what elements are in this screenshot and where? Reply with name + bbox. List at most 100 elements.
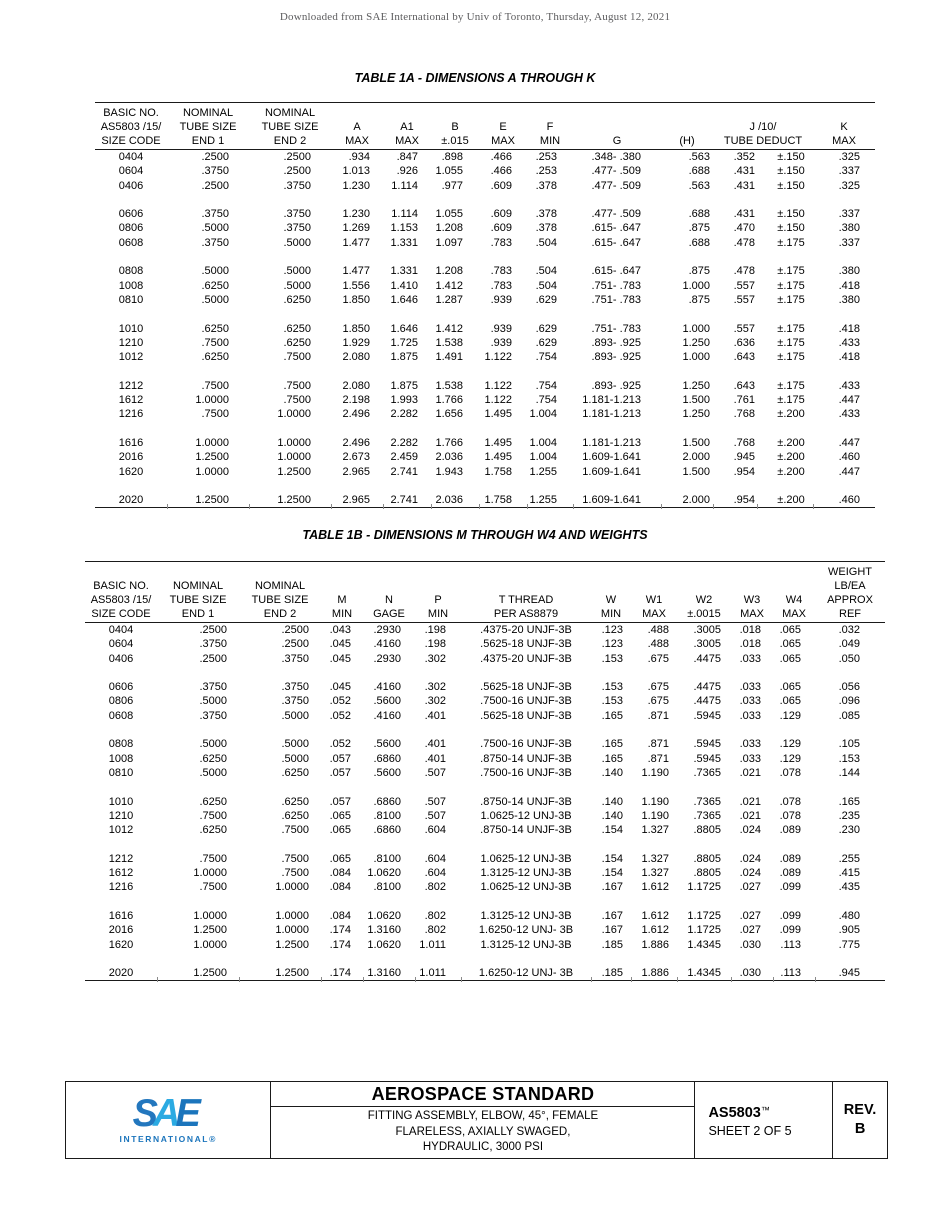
header-cell: K MAX [813,102,876,150]
table-cell: .898 [441,151,463,163]
table-cell: .2500 [281,624,309,636]
table-cell: 2.741 [390,465,418,478]
table-cell: 1212 [108,852,134,865]
table-cell: .352 [733,151,755,163]
table-cell: .129 [779,738,801,751]
table-cell: .050 [838,652,860,665]
table-row: 1210 .7500 .6250 1.929 1.725 1.538 .939 .629 .89… [95,336,875,350]
spacer [95,479,875,493]
table-cell: 1.410 [390,279,418,292]
table-cell: ±.175 [777,394,805,407]
table-row: 0606 .3750 .3750 .045 .4160 .302 .5625-18 UNJF… [85,680,885,694]
footer-title-cell: AEROSPACE STANDARD FITTING ASSEMBLY, ELB… [270,1082,695,1158]
table-cell: .604 [424,867,446,880]
table-cell: .378 [535,222,557,235]
table-cell: 1.0000 [195,436,229,449]
table-cell: 1.331 [390,265,418,278]
table-cell: 1.2500 [277,465,311,478]
table-cell: .563 [688,151,710,163]
table-cell: .5600 [373,695,401,708]
table-cell: .049 [838,638,860,651]
table-cell: .615- .647 [591,236,641,249]
table-cell: .154 [601,852,623,865]
table-cell: 1.2500 [193,924,227,937]
table-cell: 1.0000 [193,909,227,922]
table-cell: .024 [739,867,761,880]
table-cell: 0808 [108,738,134,751]
table-cell: .2930 [373,624,401,636]
table-cell: .5000 [281,752,309,765]
table-cell: .477- .509 [591,179,641,192]
table-cell: .185 [601,938,623,951]
table-cell: 1.230 [342,179,370,192]
table-cell: .875 [688,265,710,278]
table-1b-title: TABLE 1B - DIMENSIONS M THROUGH W4 AND W… [302,528,648,542]
table-cell: .6250 [199,752,227,765]
table-cell: 1.190 [641,809,669,822]
column-tick-mark [478,504,480,509]
table-cell: ±.150 [777,165,805,178]
table-cell: 1.250 [682,408,710,421]
table-cell: 1.153 [390,222,418,235]
table-cell: 1.122 [484,351,512,364]
table-cell: 1210 [108,809,134,822]
table-cell: 1.612 [641,924,669,937]
table-cell: .6250 [201,322,229,335]
spacer-row [85,723,885,737]
table-cell: .905 [838,924,860,937]
table-cell: .7500-16 UNJF-3B [480,766,572,779]
table-cell: 1.477 [342,265,370,278]
table-cell: .5625-18 UNJF-3B [480,638,572,651]
table-cell: 1.000 [682,351,710,364]
table-cell: 1.013 [342,165,370,178]
table-cell: .7500-16 UNJF-3B [480,695,572,708]
table-cell: 1.656 [435,408,463,421]
table-cell: 1.0625-12 UNJ-3B [480,881,572,894]
table-cell: .018 [739,624,761,636]
table-cell: 2.459 [390,451,418,464]
header-cell: NOMINAL TUBE SIZE END 1 [167,102,249,150]
table-cell: .945 [733,451,755,464]
table-row: 0604 .3750 .2500 .045 .4160 .198 .5625-18 UNJF… [85,637,885,651]
table-cell: .6250 [201,279,229,292]
table-cell: .065 [779,695,801,708]
table-cell: 0810 [108,766,134,779]
table-cell: 0604 [118,165,144,178]
table-row: 1010 .6250 .6250 .057 .6860 .507 .8750-14 UNJF… [85,795,885,809]
table-cell: .433 [838,336,861,349]
table-cell: .140 [601,809,623,822]
table-cell: .3750 [281,695,309,708]
table-cell: 1.004 [529,436,557,449]
table-row: 2020 1.2500 1.2500.174 1.3160 1.011 1.6250-12… [85,966,885,982]
table-cell: 1.609-1.641 [582,465,641,478]
column-tick-mark [156,977,158,982]
table-cell: .466 [490,151,512,163]
table-cell: .466 [490,165,512,178]
table-cell: .945 [815,966,885,982]
table-cell: .802 [424,909,446,922]
column-tick-mark [330,504,332,509]
revision-label: REV. [843,1102,877,1118]
table-cell: .165 [601,752,623,765]
header-cell: N GAGE [363,561,415,623]
table-cell: ±.175 [777,379,805,392]
table-cell: .096 [838,695,860,708]
table-cell: 1.0000 [275,909,309,922]
table-cell: .939 [490,336,512,349]
table-cell: .052 [329,738,351,751]
trademark-symbol: ™ [760,1105,771,1115]
table-cell: .7500 [281,824,309,837]
table-row: 0404 .2500 .2500 .934 .847 .898 .466 .253 .348- … [95,150,875,165]
table-cell: 2.000 [682,451,710,464]
table-cell: ±.175 [777,322,805,335]
table-cell: .401 [424,752,446,765]
table-cell: 1.993 [390,394,418,407]
table-cell: .167 [601,881,623,894]
table-cell: .629 [535,322,557,335]
table-cell: .507 [424,795,446,808]
table-cell: 1.0000 [277,451,311,464]
table-cell: 1.181-1.213 [582,394,641,407]
column-tick-mark [414,977,416,982]
table-cell: .113 [773,966,815,982]
spacer-row [95,479,875,493]
